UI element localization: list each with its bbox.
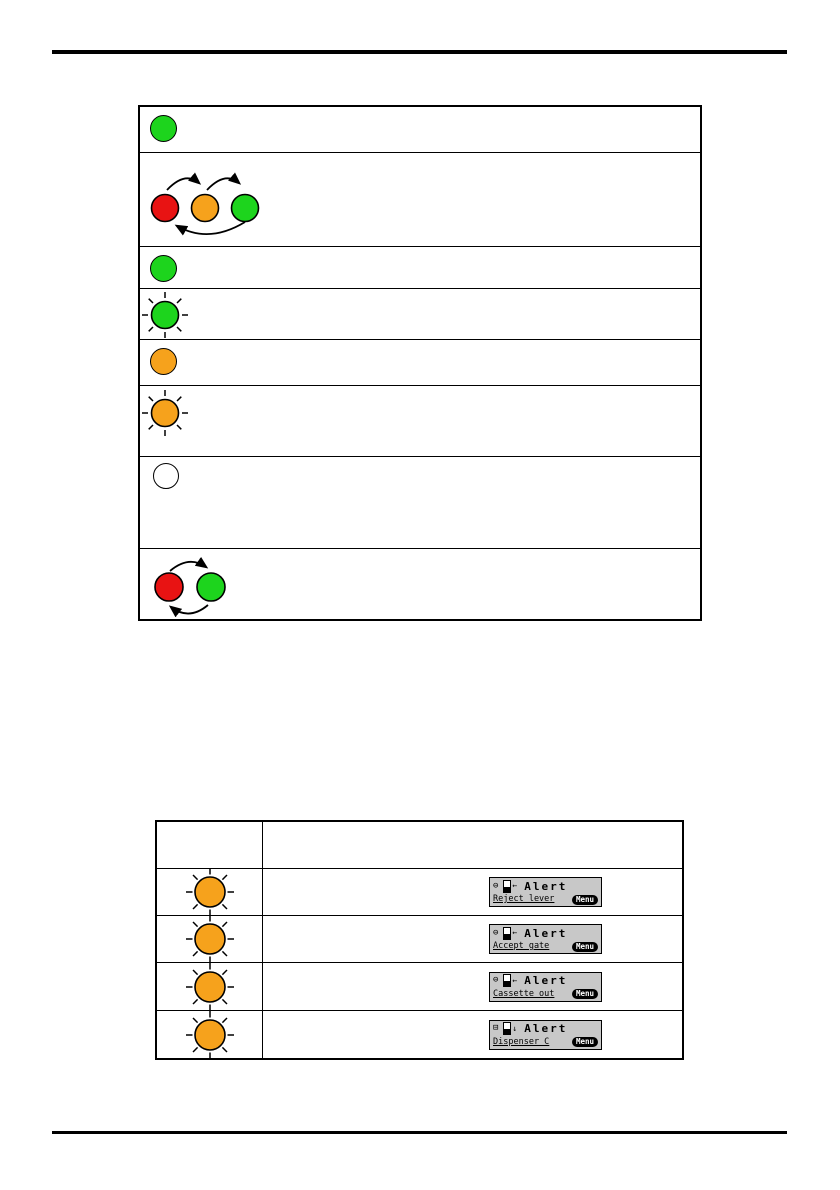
led-orange-flashing-icon (185, 868, 234, 916)
lcd-title: Alert (524, 926, 568, 940)
led-green-steady-icon (150, 115, 177, 142)
header-cell-led (157, 822, 263, 868)
led-states-table (138, 105, 702, 621)
lcd-message: Reject lever (493, 894, 555, 904)
cell-led (157, 1010, 263, 1059)
square-minus-icon: ⊟ (493, 1023, 499, 1033)
arrow-left-icon: ← (512, 975, 518, 985)
menu-softkey: Menu (571, 989, 598, 999)
table-row (140, 340, 700, 386)
table-row (140, 457, 700, 549)
cell-display: ⊖ ← Alert Cassette out Menu (263, 963, 682, 1010)
cell-display: ⊖ ← Alert Accept gate Menu (263, 916, 682, 962)
arrow-down-icon: ↓ (512, 1023, 518, 1033)
lcd-top-line: ⊖ ← Alert (493, 879, 598, 893)
led-red-green-alternating-icon (154, 556, 226, 618)
table-row (140, 153, 700, 247)
header-rule (52, 50, 787, 54)
circle-minus-icon: ⊖ (493, 927, 499, 938)
led-green-flashing-icon (142, 292, 188, 338)
lcd-message: Accept gate (493, 941, 550, 951)
led-orange-icon (190, 193, 220, 223)
lcd-bottom-line: Accept gate Menu (493, 941, 598, 952)
cassette-icon (503, 1022, 512, 1035)
lcd-title: Alert (524, 974, 568, 987)
lcd-top-line: ⊟ ↓ Alert (493, 1022, 598, 1036)
led-orange-flashing-icon (185, 915, 234, 963)
cell-display: ⊖ ← Alert Reject lever Menu (263, 869, 682, 915)
cassette-icon (503, 926, 512, 940)
led-green-icon (196, 572, 226, 602)
led-green-steady-icon (150, 255, 177, 282)
cell-led (157, 962, 263, 1011)
table-row (140, 247, 700, 289)
led-red-orange-green-cycle-icon (150, 172, 260, 236)
lcd-title: Alert (524, 879, 568, 893)
menu-softkey: Menu (571, 894, 598, 905)
table-header-row (157, 822, 682, 869)
lcd-message: Cassette out (493, 988, 555, 999)
lcd-title: Alert (524, 1022, 568, 1035)
lcd-bottom-line: Cassette out Menu (493, 989, 598, 1000)
menu-softkey: Menu (571, 1037, 598, 1047)
lcd-bottom-line: Dispenser C Menu (493, 1037, 598, 1048)
lcd-display: ⊖ ← Alert Cassette out Menu (489, 971, 602, 1002)
led-orange-flashing-icon (185, 1010, 234, 1059)
footer-rule (52, 1131, 787, 1134)
table-row: ⊖ ← Alert Cassette out Menu (157, 962, 682, 1011)
lcd-display: ⊖ ← Alert Reject lever Menu (489, 877, 602, 907)
lcd-top-line: ⊖ ← Alert (493, 974, 598, 988)
table-row: ⊖ ← Alert Accept gate Menu (157, 915, 682, 963)
table-row (140, 386, 700, 457)
lcd-message: Dispenser C (493, 1036, 550, 1047)
alert-table: ⊖ ← Alert Reject lever Menu (155, 820, 684, 1060)
led-red-icon (150, 193, 180, 223)
menu-softkey: Menu (571, 941, 598, 952)
led-green-icon (230, 193, 260, 223)
circle-minus-icon: ⊖ (493, 975, 499, 985)
table-row (140, 107, 700, 153)
arrow-left-icon: ← (512, 881, 518, 890)
lcd-display: ⊟ ↓ Alert Dispenser C Menu (489, 1019, 602, 1050)
circle-minus-icon: ⊖ (493, 880, 499, 891)
lcd-display: ⊖ ← Alert Accept gate Menu (489, 924, 602, 954)
table-row (140, 549, 700, 619)
arrow-left-icon: ← (512, 928, 518, 937)
led-orange-steady-icon (150, 348, 177, 375)
cassette-icon (503, 974, 512, 987)
header-cell-display (263, 822, 682, 868)
led-red-icon (154, 572, 184, 602)
cell-display: ⊟ ↓ Alert Dispenser C Menu (263, 1011, 682, 1058)
cassette-icon (503, 879, 512, 893)
led-off-icon (153, 463, 179, 489)
led-orange-flashing-icon (142, 390, 188, 436)
cell-led (157, 915, 263, 963)
table-row (140, 289, 700, 340)
table-row: ⊟ ↓ Alert Dispenser C Menu (157, 1010, 682, 1059)
lcd-top-line: ⊖ ← Alert (493, 926, 598, 940)
led-orange-flashing-icon (185, 962, 234, 1011)
table-row: ⊖ ← Alert Reject lever Menu (157, 868, 682, 916)
lcd-bottom-line: Reject lever Menu (493, 894, 598, 905)
cell-led (157, 868, 263, 916)
